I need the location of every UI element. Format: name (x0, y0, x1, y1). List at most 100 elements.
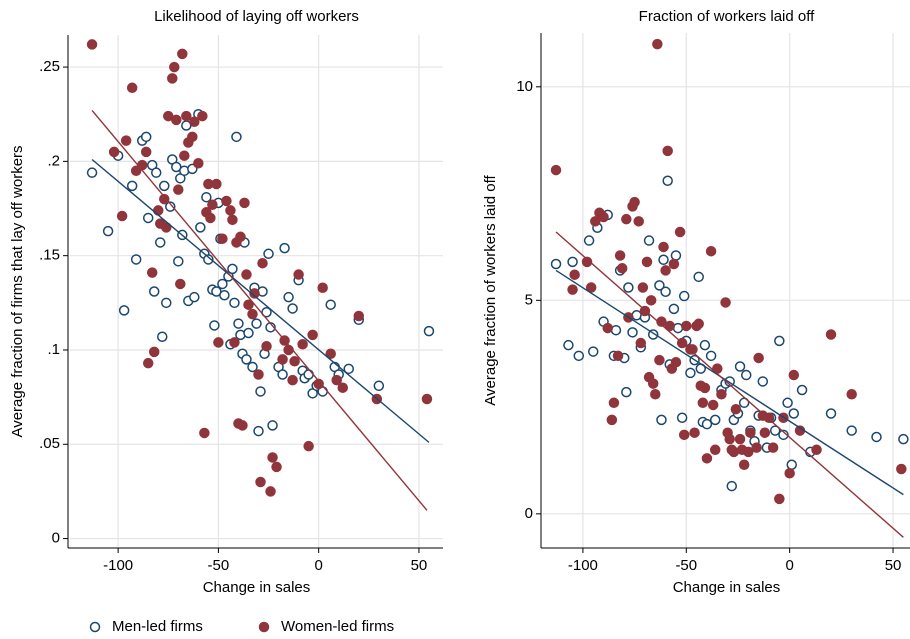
point (239, 197, 250, 209)
point (225, 205, 236, 216)
point (590, 216, 601, 227)
point (699, 339, 711, 351)
point (621, 213, 632, 225)
point (774, 335, 785, 347)
point (763, 412, 775, 424)
point (660, 265, 671, 276)
x-axis-title: Change in sales (673, 579, 781, 596)
point (126, 180, 138, 192)
point (423, 325, 435, 337)
point (257, 257, 268, 269)
point (130, 254, 142, 265)
point (656, 414, 667, 426)
point (635, 337, 647, 349)
point (307, 329, 318, 341)
x-tick-label: -100 (103, 557, 133, 574)
point (645, 295, 657, 306)
point (606, 414, 618, 426)
point (697, 397, 709, 409)
point (265, 486, 276, 497)
point (782, 397, 793, 409)
y-tick-label: 10 (516, 78, 533, 95)
point (871, 431, 882, 443)
point (267, 452, 278, 463)
fit-line (555, 231, 904, 538)
y-tick-label: .25 (39, 58, 60, 75)
point (283, 344, 294, 356)
point (693, 318, 704, 330)
point (142, 357, 154, 369)
point (705, 245, 717, 257)
x-tick-label: -50 (208, 557, 230, 574)
point (643, 235, 655, 246)
point (668, 303, 680, 315)
x-tick-label: 50 (411, 557, 428, 574)
point (784, 468, 795, 479)
y-axis-title: Average fraction of firms that lay off w… (9, 145, 26, 437)
point (898, 433, 909, 445)
point (633, 216, 644, 227)
point (165, 201, 176, 212)
point (146, 267, 158, 278)
point (670, 356, 682, 368)
point (668, 258, 680, 270)
point (421, 393, 433, 405)
point (161, 222, 172, 233)
point (261, 340, 272, 352)
point (142, 212, 154, 224)
point (811, 444, 822, 456)
x-tick-label: -100 (568, 557, 598, 574)
point (86, 167, 98, 178)
point (148, 346, 160, 358)
point (693, 271, 704, 283)
point (175, 278, 186, 290)
point (563, 339, 574, 351)
point (277, 354, 288, 365)
point (241, 354, 252, 365)
point (227, 214, 238, 226)
x-tick-label: 50 (885, 557, 902, 574)
point (229, 337, 240, 348)
point (573, 350, 585, 362)
point (709, 414, 721, 426)
fit-line (555, 269, 904, 496)
point (249, 288, 260, 299)
point (140, 146, 152, 158)
point (707, 399, 719, 411)
point (152, 205, 164, 216)
point (343, 363, 354, 375)
point (211, 178, 222, 190)
point (126, 82, 138, 94)
point (231, 131, 242, 143)
point (724, 433, 735, 445)
point (569, 269, 580, 280)
point (796, 384, 808, 396)
point (207, 199, 218, 210)
y-axis-title: Average fraction of workers laid off (482, 174, 499, 405)
point (251, 318, 262, 329)
point (247, 308, 258, 320)
point (279, 242, 290, 254)
legend-marker (258, 621, 270, 633)
point (641, 256, 653, 268)
point (217, 233, 228, 244)
x-tick-label: 0 (785, 557, 793, 574)
point (612, 350, 624, 362)
point (769, 425, 781, 436)
legend-marker (89, 621, 101, 633)
point (331, 374, 342, 386)
point (602, 322, 613, 334)
point (734, 433, 746, 445)
point (689, 427, 700, 438)
point (243, 299, 254, 310)
point (825, 408, 837, 419)
point (337, 382, 348, 393)
point (654, 280, 665, 291)
point (171, 114, 182, 126)
point (217, 278, 228, 290)
point (108, 146, 120, 158)
point (656, 316, 667, 327)
point (173, 184, 184, 195)
point (102, 225, 114, 237)
